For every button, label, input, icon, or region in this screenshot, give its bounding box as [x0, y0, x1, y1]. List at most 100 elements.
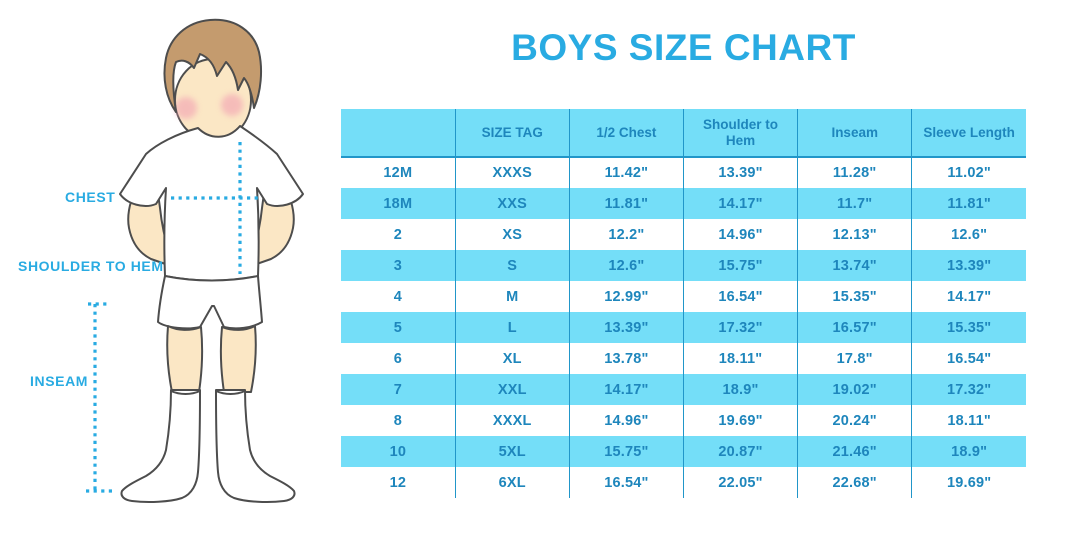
table-cell: 15.75" — [683, 250, 799, 281]
table-cell: XXS — [455, 188, 570, 219]
table-cell: 20.24" — [797, 405, 913, 436]
table-cell: 6 — [341, 343, 456, 374]
boy-shorts — [157, 275, 263, 330]
table-cell: L — [455, 312, 570, 343]
table-cell: 19.69" — [683, 405, 799, 436]
table-cell: 11.42" — [569, 157, 684, 188]
table-cell: 5 — [341, 312, 456, 343]
table-cell: 18.9" — [911, 436, 1026, 467]
table-row: 10 5XL 15.75" 20.87" 21.46" 18.9" — [341, 436, 1026, 467]
label-inseam: INSEAM — [30, 373, 89, 389]
column-header: Shoulder to Hem — [683, 109, 799, 158]
column-header: Sleeve Length — [911, 109, 1026, 158]
table-cell: 13.39" — [569, 312, 684, 343]
table-cell: 18.11" — [947, 412, 991, 429]
table-cell: 18.11" — [683, 343, 799, 374]
size-table-head: SIZE TAG 1/2 Chest Shoulder to Hem Inseam Sl… — [341, 109, 1026, 158]
table-cell: 12.2" — [569, 219, 684, 250]
table-cell: 16.54" — [683, 281, 799, 312]
column-header: SIZE TAG — [455, 109, 570, 158]
table-row: 3 S 12.6" 15.75" 13.74" 13.39" — [341, 250, 1026, 281]
table-cell: 14.96" — [683, 219, 799, 250]
table-cell: 12 — [341, 467, 456, 498]
boy-cheek-right — [221, 94, 243, 116]
table-cell: 16.54" — [569, 467, 684, 498]
table-cell: 15.35" — [797, 281, 913, 312]
table-cell: XXXS — [455, 157, 570, 188]
table-cell: 16.54" — [946, 350, 992, 367]
table-cell: 14.17" — [946, 288, 992, 305]
table-cell: XXL — [455, 374, 570, 405]
table-cell: 19.02" — [797, 374, 913, 405]
measurement-guides — [86, 142, 261, 493]
table-cell: 22.05" — [683, 467, 799, 498]
boy-cheek-left — [175, 97, 197, 119]
table-cell: 19.69" — [946, 474, 992, 491]
column-header: Inseam — [797, 109, 913, 158]
table-cell: 13.78" — [569, 343, 684, 374]
table-cell: 11.7" — [797, 188, 913, 219]
table-cell: 11.02" — [947, 165, 991, 181]
column-header: 1/2 Chest — [569, 109, 684, 158]
boy-illustration — [86, 18, 304, 503]
table-row: 8 XXXL 14.96" 19.69" 20.24" 18.11" — [341, 405, 1026, 436]
table-row: 12M XXXS 11.42" 13.39" 11.28" 11.02" — [341, 157, 1026, 188]
table-row: 4 M 12.99" 16.54" 15.35" 14.17" — [341, 281, 1026, 312]
table-cell: 8 — [341, 405, 456, 436]
table-row: 2 XS 12.2" 14.96" 12.13" 12.6" — [341, 219, 1026, 250]
table-row: 7 XXL 14.17" 18.9" 19.02" 17.32" — [341, 374, 1026, 405]
table-cell: M — [455, 281, 570, 312]
table-cell: 11.81" — [569, 188, 684, 219]
column-header — [341, 109, 456, 158]
table-cell: 15.75" — [569, 436, 684, 467]
table-cell: 12.6" — [569, 250, 684, 281]
boy-socks — [120, 389, 296, 503]
size-table-body: 12M XXXS 11.42" 13.39" 11.28" 11.02" 18M XXS 11.… — [341, 157, 1026, 498]
table-cell: 3 — [341, 250, 456, 281]
label-chest: CHEST — [65, 189, 116, 205]
table-cell: 16.57" — [797, 312, 913, 343]
table-cell: 17.32" — [683, 312, 799, 343]
table-cell: 17.8" — [797, 343, 913, 374]
table-cell: 18.9" — [683, 374, 799, 405]
table-cell: XL — [455, 343, 570, 374]
table-cell: 14.17" — [683, 188, 799, 219]
measurement-figure: CHEST SHOULDER TO HEM INSEAM — [0, 0, 345, 545]
table-cell: 14.17" — [569, 374, 684, 405]
table-cell: S — [455, 250, 570, 281]
table-cell: 21.46" — [797, 436, 913, 467]
table-cell: XXXL — [455, 405, 570, 436]
table-row: 5 L 13.39" 17.32" 16.57" 15.35" — [341, 312, 1026, 343]
size-table-head-row: SIZE TAG 1/2 Chest Shoulder to Hem Inseam Sl… — [341, 109, 1026, 158]
table-cell: 17.32" — [911, 374, 1026, 405]
table-cell: 2 — [341, 219, 456, 250]
table-cell: 13.74" — [797, 250, 913, 281]
table-cell: 15.35" — [911, 312, 1026, 343]
table-cell: 12M — [341, 157, 456, 188]
table-cell: 10 — [341, 436, 456, 467]
table-row: 18M XXS 11.81" 14.17" 11.7" 11.81" — [341, 188, 1026, 219]
table-cell: 12.13" — [797, 219, 913, 250]
table-cell: 13.39" — [683, 157, 799, 188]
table-cell: 12.6" — [951, 226, 988, 243]
table-cell: 7 — [341, 374, 456, 405]
table-cell: 6XL — [455, 467, 570, 498]
boy-hair — [163, 18, 263, 113]
table-cell: 11.28" — [797, 157, 913, 188]
table-cell: 13.39" — [911, 250, 1026, 281]
table-cell: 22.68" — [797, 467, 913, 498]
page-title: BOYS SIZE CHART — [511, 27, 856, 68]
size-table: SIZE TAG 1/2 Chest Shoulder to Hem Inseam Sl… — [341, 109, 1026, 498]
table-cell: 4 — [341, 281, 456, 312]
table-cell: 11.81" — [911, 188, 1026, 219]
boy-legs — [166, 325, 257, 393]
table-cell: XS — [455, 219, 570, 250]
table-row: 6 XL 13.78" 18.11" 17.8" 16.54" — [341, 343, 1026, 374]
table-cell: 18M — [341, 188, 456, 219]
table-cell: 12.99" — [569, 281, 684, 312]
table-row: 12 6XL 16.54" 22.05" 22.68" 19.69" — [341, 467, 1026, 498]
table-cell: 5XL — [455, 436, 570, 467]
label-shoulder-to-hem: SHOULDER TO HEM — [18, 258, 164, 274]
table-cell: 20.87" — [683, 436, 799, 467]
